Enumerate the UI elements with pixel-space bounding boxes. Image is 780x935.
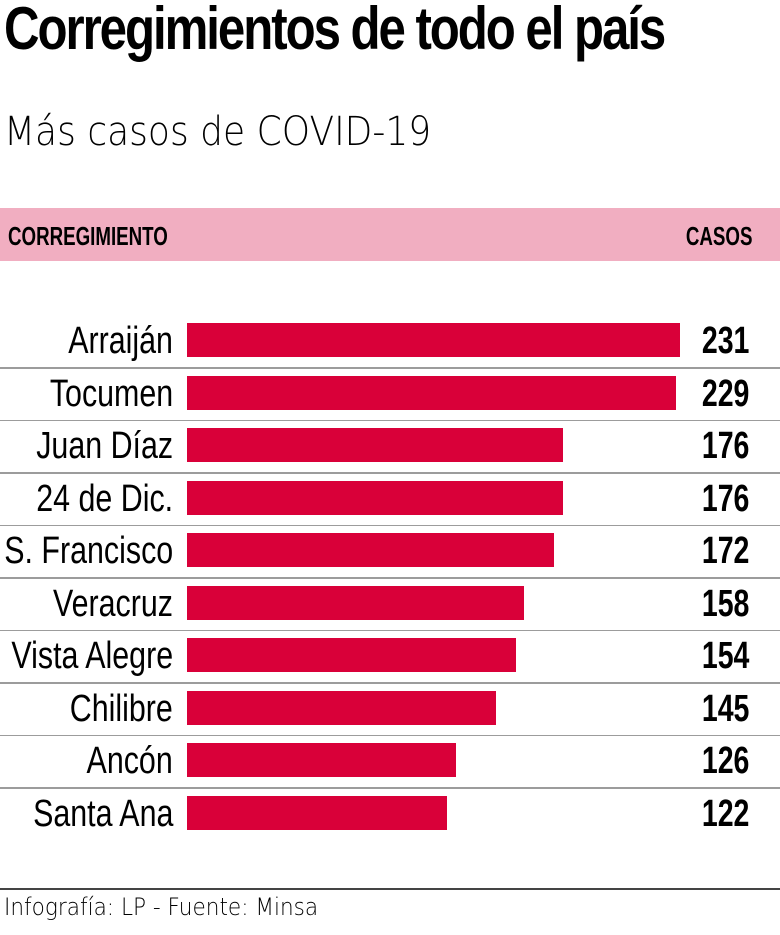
row-divider (0, 472, 780, 474)
bar (187, 795, 448, 830)
chart-row: S. Francisco 172 (0, 526, 780, 579)
category-label: Ancón (86, 740, 173, 782)
chart-row: Chilibre 145 (0, 684, 780, 736)
bar (187, 375, 676, 410)
value-label: 126 (701, 740, 749, 782)
category-label: Tocumen (49, 372, 173, 415)
bar (187, 585, 525, 620)
category-label: Vista Alegre (11, 635, 173, 677)
column-header-casos: CASOS (685, 221, 752, 251)
bar (187, 533, 555, 567)
row-divider (0, 734, 780, 736)
column-header-corregimiento: CORREGIMIENTO (8, 221, 168, 251)
value-label: 122 (701, 792, 749, 835)
chart-row: Santa Ana 122 (0, 789, 780, 842)
chart-row: Ancón 126 (0, 736, 780, 789)
category-label: S. Francisco (4, 530, 173, 572)
row-divider (0, 787, 780, 789)
row-divider (0, 682, 780, 684)
chart-title: Corregimientos de todo el país (4, 0, 666, 62)
value-label: 158 (701, 582, 749, 625)
category-label: Veracruz (53, 582, 173, 625)
chart-row: Vista Alegre 154 (0, 631, 780, 684)
value-label: 229 (701, 372, 749, 415)
bar (187, 428, 563, 462)
bar (187, 323, 680, 357)
chart-row: Juan Díaz 176 (0, 421, 780, 474)
value-label: 176 (701, 477, 749, 520)
row-divider (0, 577, 780, 579)
value-label: 145 (701, 687, 749, 730)
bar (187, 480, 563, 515)
category-label: Juan Díaz (36, 425, 173, 467)
bar (187, 743, 456, 777)
row-divider (0, 367, 780, 369)
row-divider (0, 524, 780, 526)
category-label: Arraiján (68, 320, 173, 362)
category-label: Chilibre (69, 687, 173, 730)
chart-row: Tocumen 229 (0, 369, 780, 421)
value-label: 231 (701, 320, 749, 362)
category-label: 24 de Dic. (36, 477, 173, 520)
chart-row: 24 de Dic. 176 (0, 474, 780, 526)
chart-row: Veracruz 158 (0, 579, 780, 631)
bar-chart: Arraiján 231 Tocumen 229 Juan Díaz 176 24 de D… (0, 316, 780, 841)
footer-divider (0, 888, 780, 890)
value-label: 154 (701, 635, 749, 677)
value-label: 172 (701, 530, 749, 572)
table-header: CORREGIMIENTO CASOS (0, 208, 780, 261)
row-divider (0, 419, 780, 421)
bar (187, 638, 516, 672)
row-divider (0, 629, 780, 631)
category-label: Santa Ana (32, 792, 173, 835)
source-credit: Infografía: LP - Fuente: Minsa (4, 893, 319, 921)
bar (187, 690, 497, 725)
chart-row: Arraiján 231 (0, 316, 780, 369)
chart-subtitle: Más casos de COVID-19 (4, 109, 432, 155)
value-label: 176 (701, 425, 749, 467)
